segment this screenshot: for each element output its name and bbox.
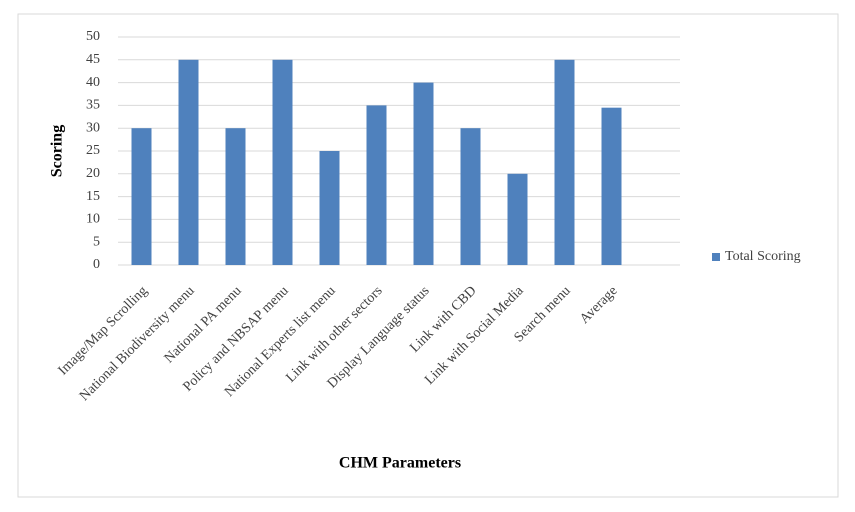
legend-label: Total Scoring — [725, 249, 801, 264]
bar — [413, 82, 434, 265]
bar — [131, 128, 152, 265]
y-tick-label: 50 — [86, 29, 100, 44]
y-tick-label: 40 — [86, 75, 100, 90]
x-axis-label: CHM Parameters — [339, 455, 461, 472]
y-tick-label: 15 — [86, 189, 100, 204]
legend-swatch — [712, 253, 720, 261]
y-tick-label: 25 — [86, 143, 100, 158]
y-tick-label: 10 — [86, 212, 100, 227]
y-tick-label: 45 — [86, 52, 100, 67]
bar — [366, 105, 387, 266]
bar — [319, 151, 340, 265]
y-axis-label: Scoring — [49, 125, 66, 177]
bar — [272, 59, 293, 265]
y-tick-label: 5 — [93, 234, 100, 249]
y-tick-label: 0 — [93, 257, 100, 272]
bar — [554, 59, 575, 265]
bar — [601, 107, 622, 266]
y-tick-label: 35 — [86, 98, 100, 113]
y-tick-label: 30 — [86, 120, 100, 135]
bar — [460, 128, 481, 265]
bar — [178, 59, 199, 265]
y-tick-label: 20 — [86, 166, 100, 181]
bar — [225, 128, 246, 265]
bar — [507, 173, 528, 265]
